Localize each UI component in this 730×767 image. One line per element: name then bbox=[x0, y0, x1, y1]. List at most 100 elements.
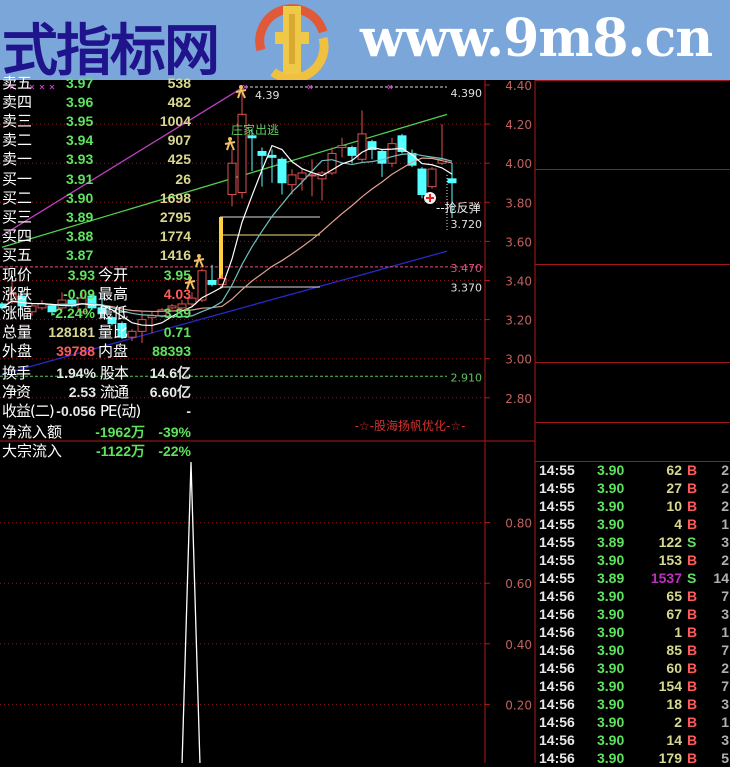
runner-icon bbox=[235, 85, 247, 99]
price-tick-label: 3.40 bbox=[505, 275, 532, 289]
order-book-buy-row[interactable]: 买五 3.87 1416 bbox=[0, 246, 193, 265]
candle bbox=[47, 305, 57, 313]
fundamental-row: 净资 2.53 流通 6.60亿 bbox=[0, 383, 193, 402]
trade-price: 3.90 bbox=[597, 624, 625, 640]
order-book-buy-row[interactable]: 买四 3.88 1774 bbox=[0, 227, 193, 246]
trade-time: 14:56 bbox=[539, 696, 575, 712]
trade-row[interactable]: 14:56 3.90 1 B 1 bbox=[539, 623, 730, 641]
trade-row[interactable]: 14:55 3.90 27 B 2 bbox=[539, 479, 730, 497]
trade-side: B bbox=[687, 462, 698, 478]
marker-x bbox=[9, 84, 15, 90]
trade-row[interactable]: 14:55 3.90 153 B 2 bbox=[539, 551, 730, 569]
order-book-buy-row[interactable]: 买三 3.89 2795 bbox=[0, 208, 193, 227]
trade-side: B bbox=[687, 552, 698, 568]
trade-row[interactable]: 14:56 3.90 18 B 3 bbox=[539, 695, 730, 713]
price-tick-label: 2.80 bbox=[505, 392, 532, 406]
order-book-sell-row[interactable]: 卖五 3.97 538 bbox=[0, 74, 193, 93]
level-label: 买三 bbox=[2, 208, 33, 226]
trade-side: B bbox=[687, 606, 698, 622]
level-price: 3.90 bbox=[66, 190, 94, 206]
candle bbox=[327, 152, 337, 174]
trade-time: 14:55 bbox=[539, 570, 575, 586]
order-book-sell-row[interactable]: 卖二 3.94 907 bbox=[0, 131, 193, 150]
marker-x bbox=[39, 84, 45, 90]
trade-side: B bbox=[687, 624, 698, 640]
stat-label: 今开 bbox=[98, 266, 129, 284]
price-tick-label: 4.20 bbox=[505, 118, 532, 132]
trade-row[interactable]: 14:55 3.90 10 B 2 bbox=[539, 497, 730, 515]
trade-row[interactable]: 14:56 3.90 179 B 5 bbox=[539, 749, 730, 767]
trade-side: B bbox=[687, 516, 698, 532]
trade-side: B bbox=[687, 732, 698, 748]
candle bbox=[337, 145, 347, 149]
site-logo bbox=[255, 4, 329, 80]
stat-value: 4.03 bbox=[163, 286, 191, 302]
signal-bar bbox=[219, 217, 223, 285]
trade-volume: 60 bbox=[666, 660, 682, 676]
trade-row[interactable]: 14:55 3.90 62 B 2 bbox=[539, 461, 730, 479]
level-price: 3.93 bbox=[66, 151, 94, 167]
trade-row[interactable]: 14:56 3.90 60 B 2 bbox=[539, 659, 730, 677]
trade-row[interactable]: 14:56 3.90 65 B 7 bbox=[539, 587, 730, 605]
trade-time: 14:56 bbox=[539, 606, 575, 622]
trade-count: 7 bbox=[721, 642, 729, 658]
author-signature: -☆-股海扬帆优化-☆- bbox=[355, 418, 466, 433]
marker-x bbox=[49, 84, 55, 90]
trade-volume: 1537 bbox=[650, 570, 682, 586]
candle bbox=[197, 270, 207, 301]
order-book-sell-row[interactable]: 卖四 3.96 482 bbox=[0, 93, 193, 112]
trade-price: 3.90 bbox=[597, 552, 625, 568]
trade-volume: 18 bbox=[666, 696, 682, 712]
trade-row[interactable]: 14:55 3.90 4 B 1 bbox=[539, 515, 730, 533]
level-price: 3.91 bbox=[66, 171, 94, 187]
marker-x-icon bbox=[9, 84, 15, 90]
flow-pct: -39% bbox=[158, 424, 191, 440]
level-label: 卖五 bbox=[2, 74, 33, 92]
trade-price: 3.90 bbox=[597, 462, 625, 478]
trade-price: 3.89 bbox=[597, 534, 625, 550]
trade-row[interactable]: 14:56 3.90 2 B 1 bbox=[539, 713, 730, 731]
candle bbox=[397, 135, 407, 152]
trade-volume: 10 bbox=[666, 498, 682, 514]
separator bbox=[535, 461, 730, 462]
level-label: 卖二 bbox=[2, 131, 33, 149]
trade-volume: 179 bbox=[658, 750, 682, 766]
trade-time: 14:56 bbox=[539, 750, 575, 766]
fund-value: 14.6亿 bbox=[149, 365, 191, 381]
trade-side: B bbox=[687, 714, 698, 730]
order-book-buy-row[interactable]: 买二 3.90 1698 bbox=[0, 189, 193, 208]
marker-x-icon bbox=[49, 84, 55, 90]
order-book-sell-row[interactable]: 卖一 3.93 425 bbox=[0, 150, 193, 169]
indicator-tick-label: 0.80 bbox=[505, 517, 532, 531]
level-label: 3.720 bbox=[451, 218, 483, 231]
stat-value: -0.09 bbox=[63, 286, 95, 302]
indicator-tick-label: 0.60 bbox=[505, 577, 532, 591]
fund-label: 换手 bbox=[2, 364, 31, 382]
brand-url[interactable]: www.9m8.cn bbox=[360, 8, 713, 69]
trade-volume: 65 bbox=[666, 588, 682, 604]
trade-row[interactable]: 14:55 3.89 1537 S 14 bbox=[539, 569, 730, 587]
order-book-buy-row[interactable]: 买一 3.91 26 bbox=[0, 170, 193, 189]
flow-label: 净流入额 bbox=[2, 423, 63, 441]
trade-volume: 27 bbox=[666, 480, 682, 496]
candle bbox=[297, 172, 307, 180]
candle bbox=[117, 323, 127, 338]
candle bbox=[227, 162, 237, 195]
trade-row[interactable]: 14:56 3.90 67 B 3 bbox=[539, 605, 730, 623]
trade-price: 3.90 bbox=[597, 732, 625, 748]
trade-row[interactable]: 14:56 3.90 14 B 3 bbox=[539, 731, 730, 749]
trade-time: 14:56 bbox=[539, 714, 575, 730]
trade-price: 3.90 bbox=[597, 696, 625, 712]
level-volume: 1004 bbox=[159, 113, 191, 129]
candle bbox=[257, 150, 267, 156]
order-book-sell-row[interactable]: 卖三 3.95 1004 bbox=[0, 112, 193, 131]
trade-volume: 1 bbox=[674, 624, 682, 640]
runner-icon-head bbox=[188, 276, 192, 280]
trade-row[interactable]: 14:55 3.89 122 S 3 bbox=[539, 533, 730, 551]
stat-value: 88393 bbox=[152, 343, 191, 359]
trade-row[interactable]: 14:56 3.90 154 B 7 bbox=[539, 677, 730, 695]
trade-row[interactable]: 14:56 3.90 85 B 7 bbox=[539, 641, 730, 659]
marker-x-icon bbox=[29, 84, 35, 90]
site-banner: 式指标网 www.9m8.cn bbox=[0, 0, 730, 84]
